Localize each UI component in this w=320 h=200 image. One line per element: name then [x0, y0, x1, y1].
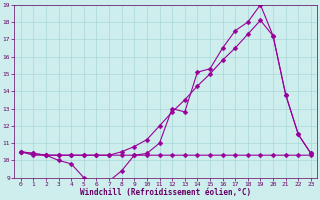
X-axis label: Windchill (Refroidissement éolien,°C): Windchill (Refroidissement éolien,°C) [80, 188, 252, 197]
